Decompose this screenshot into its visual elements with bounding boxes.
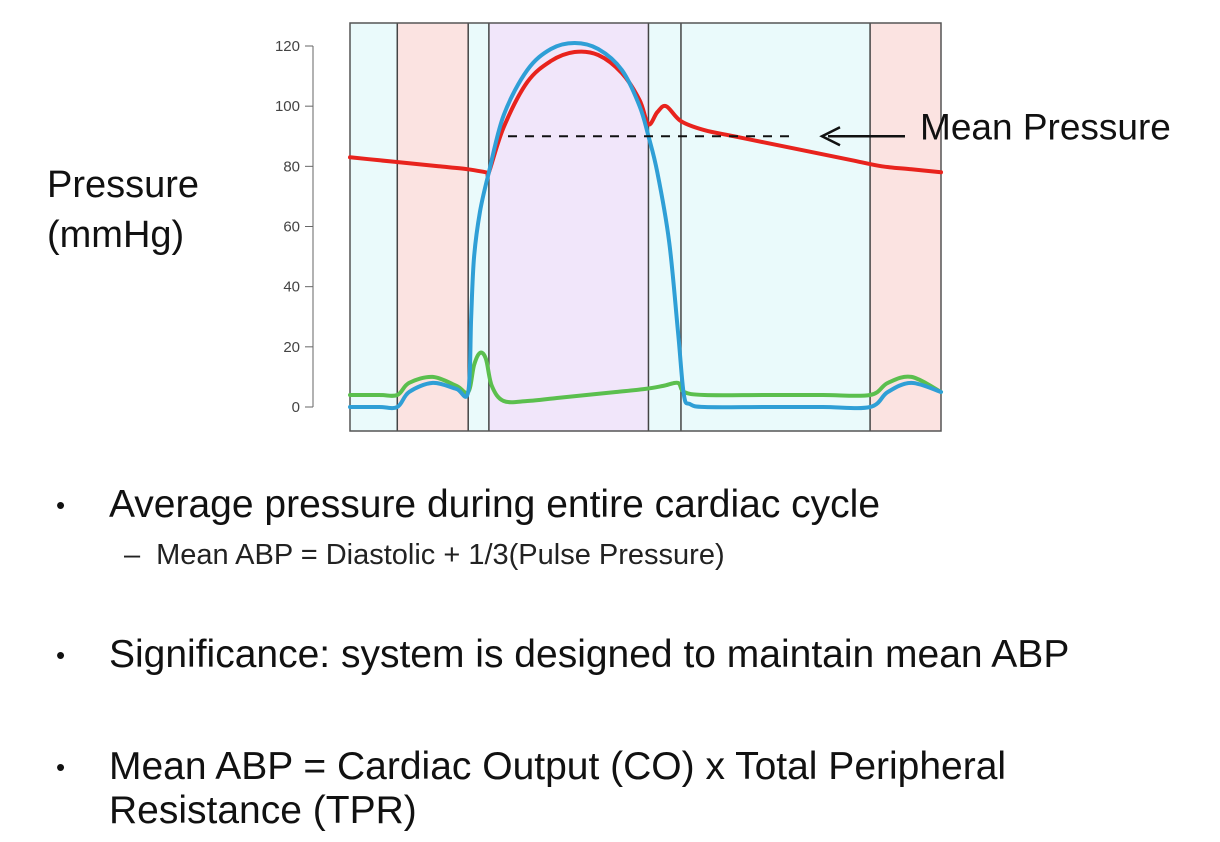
subbullet-dash: – bbox=[124, 539, 141, 571]
y-axis: 0 20 40 60 80 100 120 bbox=[275, 38, 314, 416]
mean-pressure-label: Mean Pressure bbox=[920, 106, 1171, 147]
y-tick-label-0: 0 bbox=[292, 399, 300, 416]
y-tick-label-20: 20 bbox=[283, 339, 300, 356]
phase-band-3 bbox=[488, 23, 649, 431]
series-line-ventricular-pressure bbox=[348, 41, 943, 411]
bullet-text: Average pressure during entire cardiac c… bbox=[109, 483, 881, 526]
bullet-dot: • bbox=[56, 640, 66, 670]
y-axis-label-line2: (mmHg) bbox=[47, 214, 185, 256]
phase-band-1 bbox=[397, 23, 469, 431]
bullet-average-pressure: • Average pressure during entire cardiac… bbox=[56, 483, 1189, 527]
subbullet-mean-abp-formula: – Mean ABP = Diastolic + 1/3(Pulse Pressu… bbox=[124, 538, 725, 572]
bullet-dot: • bbox=[56, 752, 66, 782]
y-tick-label-40: 40 bbox=[283, 279, 300, 296]
y-tick-label-80: 80 bbox=[283, 158, 300, 175]
phase-band-5 bbox=[680, 23, 871, 431]
phase-band-0 bbox=[350, 23, 398, 431]
subbullet-text: Mean ABP = Diastolic + 1/3(Pulse Pressur… bbox=[156, 539, 725, 571]
bullet-significance: • Significance: system is designed to ma… bbox=[56, 633, 1189, 677]
y-tick-label-120: 120 bbox=[275, 38, 300, 55]
phase-band-6 bbox=[870, 23, 941, 431]
plot-frame bbox=[349, 22, 942, 432]
bullet-mean-abp-equation: • Mean ABP = Cardiac Output (CO) x Total… bbox=[56, 745, 1189, 833]
y-axis-label: Pressure (mmHg) bbox=[47, 160, 199, 260]
bullet-text: Mean ABP = Cardiac Output (CO) x Total P… bbox=[109, 745, 1007, 832]
y-tick-label-100: 100 bbox=[275, 98, 300, 115]
phase-bands bbox=[350, 23, 941, 431]
series-lines bbox=[348, 41, 943, 411]
mean-pressure-annotation: Mean Pressure bbox=[508, 106, 1171, 147]
y-tick-label-60: 60 bbox=[283, 219, 300, 236]
series-line-aortic-pressure bbox=[348, 49, 943, 178]
phase-band-4 bbox=[648, 23, 681, 431]
y-axis-label-line1: Pressure bbox=[47, 164, 200, 206]
bullet-text: Significance: system is designed to main… bbox=[109, 633, 1070, 676]
pressure-chart: 0 20 40 60 80 100 120 Mean Pressure bbox=[275, 22, 1171, 432]
bullet-dot: • bbox=[56, 490, 66, 520]
series-line-atrial-pressure bbox=[348, 350, 943, 405]
mean-pressure-arrow-head bbox=[819, 126, 841, 147]
